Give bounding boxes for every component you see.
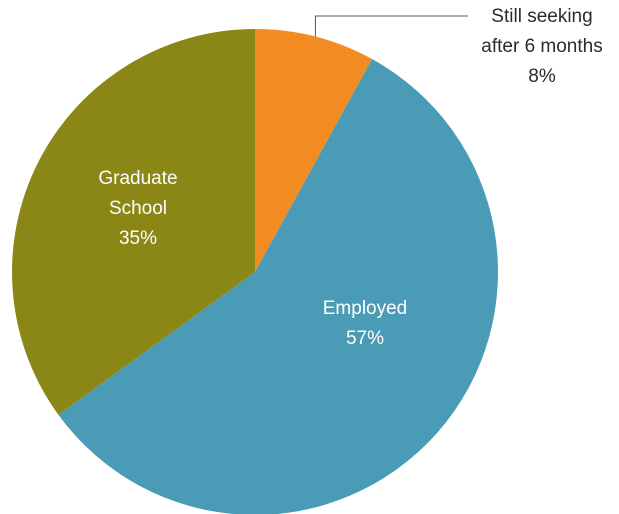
leaders-layer (314, 15, 468, 37)
leader-line-seeking (314, 15, 468, 37)
slice-value-label-graduate: 35% (119, 228, 157, 249)
slice-name-label-seeking: after 6 months (481, 36, 602, 57)
slice-name-label-graduate: Graduate (98, 168, 177, 189)
labels-layer: Still seeking after 6 months 8% Employed 57%… (98, 6, 602, 349)
slice-label-graduate: Graduate School 35% (98, 168, 177, 249)
slice-value-label-seeking: 8% (528, 66, 556, 87)
pie-slice-graduate (12, 29, 255, 415)
pie-slice-employed (58, 59, 499, 514)
slice-name-label-graduate: School (109, 198, 167, 219)
slice-name-label-employed: Employed (323, 298, 408, 319)
slice-label-employed: Employed 57% (323, 298, 408, 349)
slice-value-label-employed: 57% (346, 328, 384, 349)
slice-label-seeking: Still seeking after 6 months 8% (481, 6, 602, 87)
slices-layer (12, 29, 499, 514)
slice-name-label-seeking: Still seeking (491, 6, 592, 27)
pie-slice-seeking (255, 29, 373, 272)
